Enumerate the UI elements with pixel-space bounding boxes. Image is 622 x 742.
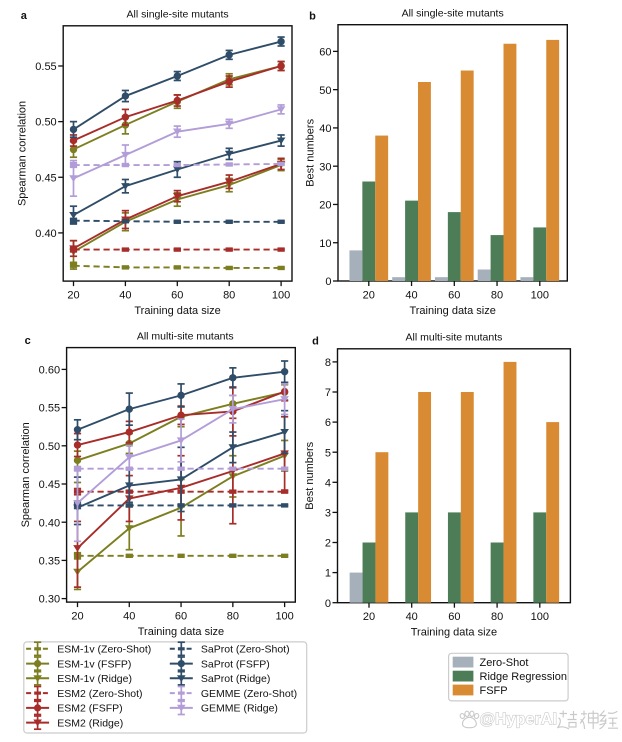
svg-text:60: 60	[319, 46, 331, 58]
svg-text:6: 6	[325, 417, 331, 429]
svg-text:a: a	[21, 10, 28, 22]
svg-text:20: 20	[71, 611, 83, 623]
svg-text:0.45: 0.45	[39, 479, 60, 491]
svg-text:0.40: 0.40	[39, 517, 60, 529]
svg-text:SaProt (Ridge): SaProt (Ridge)	[201, 673, 270, 685]
svg-text:7: 7	[325, 387, 331, 399]
svg-text:40: 40	[405, 290, 417, 302]
svg-text:0.50: 0.50	[39, 441, 60, 453]
svg-text:0.55: 0.55	[35, 61, 56, 73]
svg-text:Zero-Shot: Zero-Shot	[480, 657, 529, 669]
svg-text:GEMME (Ridge): GEMME (Ridge)	[201, 703, 278, 715]
svg-text:ESM-1v (Zero-Shot): ESM-1v (Zero-Shot)	[57, 644, 151, 656]
svg-text:ESM-1v (Ridge): ESM-1v (Ridge)	[57, 673, 132, 685]
svg-text:All multi-site mutants: All multi-site mutants	[137, 330, 234, 342]
svg-text:Spearman correlation: Spearman correlation	[20, 422, 32, 527]
svg-text:30: 30	[319, 161, 331, 173]
svg-text:ESM2 (Ridge): ESM2 (Ridge)	[57, 717, 123, 729]
svg-text:0.45: 0.45	[35, 172, 56, 184]
svg-text:0.35: 0.35	[39, 556, 60, 568]
svg-text:SaProt (Zero-Shot): SaProt (Zero-Shot)	[201, 644, 290, 656]
svg-text:60: 60	[171, 290, 183, 302]
svg-text:Spearman correlation: Spearman correlation	[17, 101, 29, 206]
svg-text:40: 40	[319, 123, 331, 135]
svg-text:Best numbers: Best numbers	[305, 118, 317, 186]
svg-text:c: c	[25, 335, 31, 347]
svg-text:40: 40	[406, 611, 418, 623]
svg-text:ESM2 (Zero-Shot): ESM2 (Zero-Shot)	[57, 688, 142, 700]
svg-text:4: 4	[325, 477, 331, 489]
svg-text:80: 80	[227, 611, 239, 623]
svg-text:2: 2	[325, 538, 331, 550]
svg-text:0.50: 0.50	[35, 117, 56, 129]
svg-text:GEMME (Zero-Shot): GEMME (Zero-Shot)	[201, 688, 297, 700]
svg-text:60: 60	[448, 611, 460, 623]
svg-text:20: 20	[67, 290, 79, 302]
svg-text:8: 8	[325, 357, 331, 369]
svg-text:0.55: 0.55	[39, 403, 60, 415]
svg-text:Training data size: Training data size	[134, 305, 220, 317]
svg-text:d: d	[312, 335, 319, 347]
svg-text:100: 100	[272, 290, 290, 302]
svg-text:Training data size: Training data size	[409, 305, 495, 317]
svg-text:Training data size: Training data size	[138, 626, 224, 638]
svg-text:Best numbers: Best numbers	[304, 441, 316, 509]
svg-text:All single-site mutants: All single-site mutants	[127, 9, 229, 21]
svg-text:ESM2 (FSFP): ESM2 (FSFP)	[57, 703, 122, 715]
svg-text:All multi-site mutants: All multi-site mutants	[406, 332, 503, 344]
svg-text:80: 80	[223, 290, 235, 302]
svg-text:SaProt (FSFP): SaProt (FSFP)	[201, 658, 270, 670]
svg-text:10: 10	[319, 238, 331, 250]
svg-text:All single-site mutants: All single-site mutants	[402, 8, 504, 20]
svg-text:Training data size: Training data size	[411, 627, 497, 639]
svg-text:50: 50	[319, 85, 331, 97]
svg-text:0.60: 0.60	[39, 365, 60, 377]
svg-text:Ridge Regression: Ridge Regression	[480, 671, 567, 683]
svg-text:100: 100	[275, 611, 293, 623]
svg-text:5: 5	[325, 447, 331, 459]
svg-text:0.40: 0.40	[35, 228, 56, 240]
svg-text:80: 80	[491, 611, 503, 623]
svg-text:FSFP: FSFP	[480, 685, 508, 697]
svg-text:40: 40	[119, 290, 131, 302]
svg-text:60: 60	[175, 611, 187, 623]
svg-text:100: 100	[531, 611, 549, 623]
svg-text:1: 1	[325, 568, 331, 580]
svg-text:20: 20	[319, 200, 331, 212]
svg-text:0: 0	[325, 276, 331, 288]
svg-text:b: b	[309, 10, 316, 22]
svg-text:3: 3	[325, 508, 331, 520]
svg-text:0.30: 0.30	[39, 594, 60, 606]
svg-text:20: 20	[363, 611, 375, 623]
svg-text:100: 100	[531, 290, 549, 302]
svg-text:20: 20	[363, 290, 375, 302]
svg-text:60: 60	[448, 290, 460, 302]
svg-text:@HyperAI: @HyperAI	[480, 711, 558, 728]
svg-text:0: 0	[325, 598, 331, 610]
svg-text:80: 80	[491, 290, 503, 302]
svg-text:ESM-1v (FSFP): ESM-1v (FSFP)	[57, 658, 131, 670]
svg-text:40: 40	[123, 611, 135, 623]
